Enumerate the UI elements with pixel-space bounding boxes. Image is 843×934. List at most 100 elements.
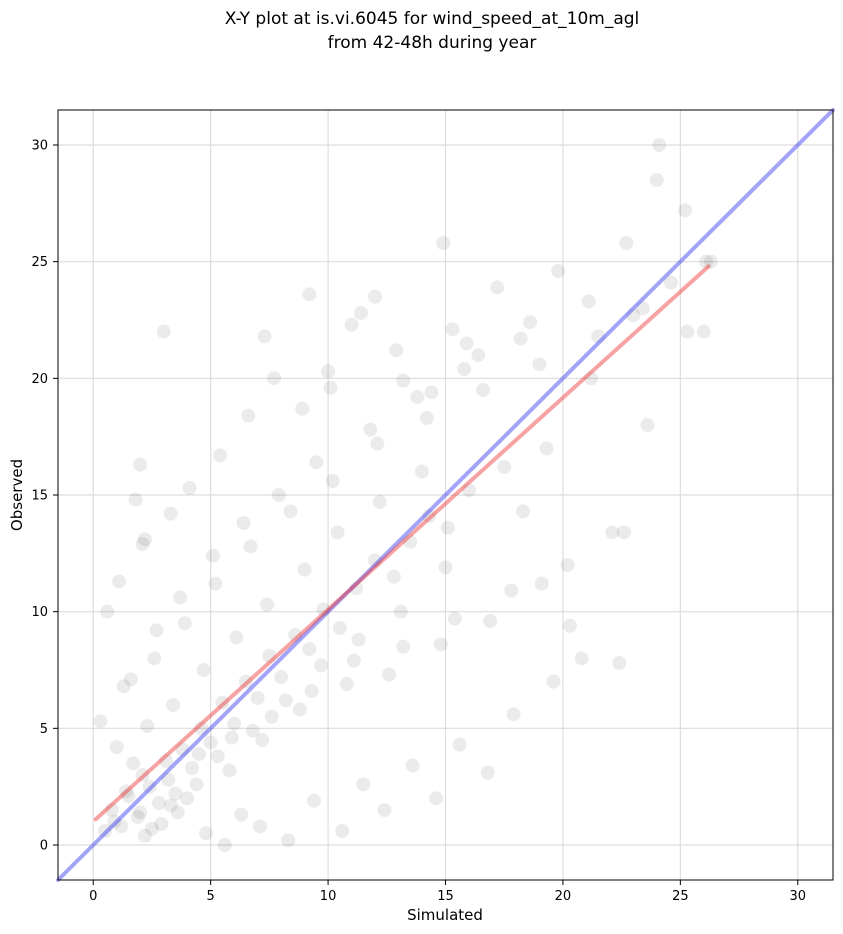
data-point — [224, 730, 239, 745]
data-point — [356, 777, 371, 792]
data-point — [133, 805, 148, 820]
data-point — [389, 343, 404, 358]
data-point — [332, 621, 347, 635]
data-point — [264, 709, 279, 724]
data-point — [238, 674, 253, 689]
data-point — [163, 798, 178, 813]
y-tick-label: 10 — [31, 605, 48, 620]
data-point — [447, 611, 462, 626]
grid-lines — [58, 110, 833, 880]
data-point — [368, 289, 383, 304]
data-point — [154, 817, 169, 831]
data-point — [112, 574, 127, 589]
data-point — [140, 719, 155, 733]
data-point — [457, 362, 472, 376]
data-point — [121, 789, 136, 803]
y-tick-label: 5 — [40, 722, 48, 737]
data-point — [149, 623, 164, 638]
data-point — [208, 576, 223, 591]
data-point — [699, 254, 714, 269]
data-point — [325, 474, 340, 488]
data-point — [562, 618, 577, 633]
data-point — [476, 383, 491, 397]
data-point — [663, 275, 678, 290]
data-point — [234, 807, 249, 822]
data-point — [137, 532, 152, 547]
data-point — [210, 749, 225, 764]
data-point — [516, 504, 530, 519]
data-point — [560, 558, 575, 572]
data-point — [461, 483, 476, 498]
data-point — [429, 791, 444, 806]
data-point — [696, 324, 711, 339]
data-point — [612, 656, 627, 670]
data-point — [321, 364, 336, 379]
data-point — [480, 765, 495, 780]
data-point — [652, 138, 667, 152]
chart-title: X-Y plot at is.vi.6045 for wind_speed_at… — [225, 9, 640, 53]
y-tick-label: 25 — [31, 255, 48, 270]
data-point — [173, 590, 188, 605]
data-point — [257, 329, 272, 344]
data-point — [574, 651, 589, 666]
data-point — [323, 380, 338, 395]
data-point — [137, 828, 152, 843]
data-point — [304, 684, 319, 698]
data-point — [189, 777, 204, 792]
data-point — [433, 637, 448, 652]
data-point — [302, 642, 317, 656]
data-point — [605, 525, 620, 540]
data-point — [351, 632, 366, 647]
data-point — [616, 525, 631, 540]
data-point — [405, 758, 420, 773]
regression-line — [93, 264, 711, 822]
data-point — [262, 649, 277, 663]
data-point — [452, 737, 467, 752]
data-point — [584, 371, 599, 386]
data-point — [222, 763, 237, 778]
y-tick-label: 20 — [31, 372, 48, 387]
data-point — [346, 653, 361, 668]
data-point — [368, 553, 383, 568]
data-point — [626, 308, 641, 323]
data-point — [213, 448, 228, 463]
data-point — [410, 390, 425, 404]
x-tick-label: 5 — [207, 889, 215, 904]
chart-title-line-1: X-Y plot at is.vi.6045 for wind_speed_at… — [225, 9, 640, 29]
data-point — [640, 418, 655, 432]
y-axis-ticks: 0 5 10 15 20 25 30 — [31, 139, 58, 854]
data-point — [180, 791, 195, 806]
data-point — [382, 667, 397, 682]
data-point — [523, 315, 538, 330]
data-point — [591, 329, 606, 344]
data-point — [297, 562, 312, 577]
data-point — [302, 287, 317, 302]
data-point — [245, 723, 260, 738]
data-point — [182, 481, 197, 495]
data-point — [243, 539, 258, 554]
data-point — [309, 455, 324, 470]
data-point — [147, 651, 162, 666]
data-point — [194, 721, 209, 736]
data-point — [471, 348, 486, 362]
data-point — [534, 576, 549, 591]
data-point — [649, 173, 664, 187]
y-tick-label: 30 — [31, 139, 48, 154]
data-points — [93, 138, 718, 852]
x-tick-label: 25 — [672, 889, 689, 904]
data-point — [255, 733, 270, 747]
data-point — [133, 457, 148, 472]
data-point — [151, 796, 166, 810]
data-point — [440, 520, 455, 535]
fit-lines — [56, 108, 835, 882]
data-point — [581, 294, 596, 309]
data-point — [144, 821, 159, 836]
data-point — [203, 735, 218, 750]
identity-line — [56, 108, 835, 882]
data-point — [504, 583, 519, 598]
data-point — [128, 492, 143, 507]
data-point — [196, 663, 211, 677]
data-point — [93, 714, 108, 729]
data-point — [206, 548, 220, 563]
data-point — [271, 488, 286, 502]
